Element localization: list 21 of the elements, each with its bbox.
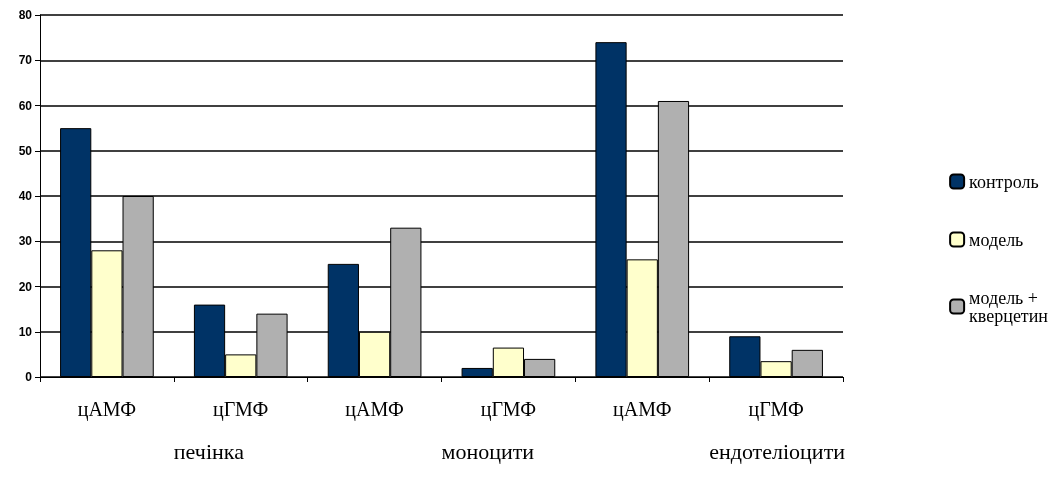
y-tick-label: 70	[18, 53, 33, 68]
text: моноцити	[441, 438, 535, 464]
y-tick-label: 20	[18, 279, 33, 294]
y-tick-label: 0	[25, 370, 33, 384]
x-tick-label: цГМФ	[748, 398, 804, 421]
text: печінка	[173, 438, 245, 464]
x-tick-label: цГМФ	[213, 398, 269, 421]
x-tick-label: цАМФ	[613, 398, 672, 421]
x-tick-label: цАМФ	[77, 398, 137, 421]
legend-label: модель + кверцетин	[969, 287, 1049, 326]
y-tick-label: 60	[18, 98, 33, 113]
y-tick-label: 10	[18, 324, 33, 339]
x-tick-label: цГМФ	[480, 398, 537, 421]
legend-label: контроль	[969, 171, 1039, 192]
legend-label: модель	[969, 229, 1024, 250]
y-tick-label: 80	[18, 8, 33, 22]
y-tick-label: 40	[18, 189, 33, 203]
y-tick-label: 30	[18, 234, 33, 249]
text: ендотеліоцити	[709, 438, 846, 464]
y-tick-label: 50	[18, 143, 33, 158]
x-tick-label: цАМФ	[345, 398, 404, 421]
